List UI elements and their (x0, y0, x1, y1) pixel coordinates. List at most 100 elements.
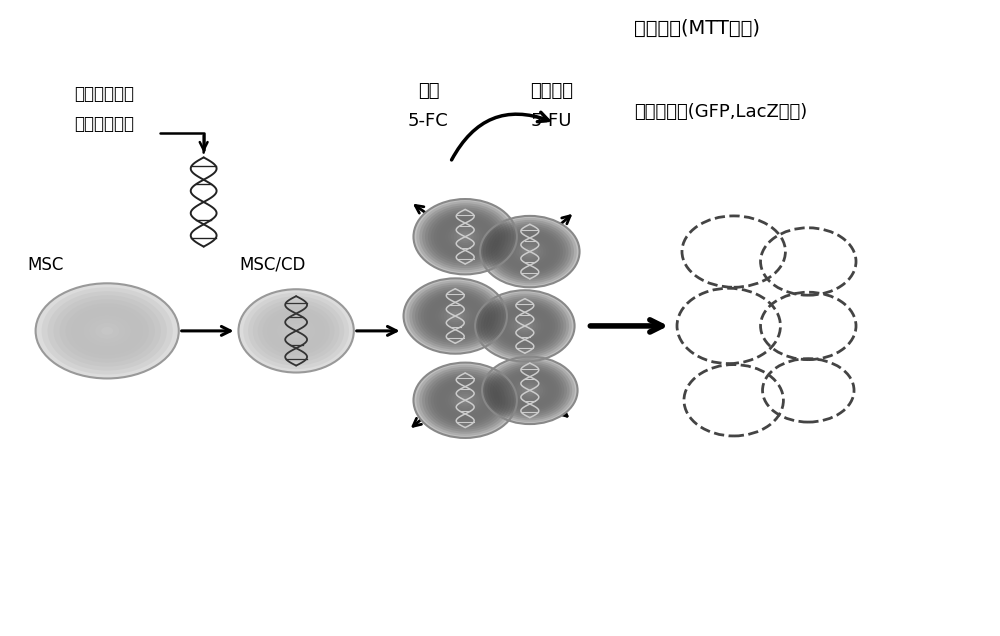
Ellipse shape (514, 379, 546, 401)
Ellipse shape (519, 322, 530, 330)
Ellipse shape (497, 306, 552, 346)
Ellipse shape (483, 296, 566, 356)
Ellipse shape (475, 290, 575, 362)
Ellipse shape (413, 363, 517, 438)
Ellipse shape (522, 385, 538, 396)
Ellipse shape (490, 363, 570, 418)
Ellipse shape (505, 234, 555, 270)
Ellipse shape (413, 199, 517, 274)
Ellipse shape (459, 396, 471, 404)
Ellipse shape (488, 222, 571, 281)
Ellipse shape (291, 328, 301, 335)
Ellipse shape (508, 236, 552, 268)
Ellipse shape (409, 282, 501, 350)
Ellipse shape (434, 214, 497, 259)
Ellipse shape (48, 291, 167, 371)
Ellipse shape (419, 367, 511, 434)
Ellipse shape (436, 216, 494, 258)
Ellipse shape (522, 324, 528, 328)
Ellipse shape (95, 323, 119, 339)
Ellipse shape (493, 364, 567, 417)
Text: （自杀基因）: （自杀基因） (74, 114, 134, 133)
Ellipse shape (494, 226, 566, 277)
Ellipse shape (513, 240, 546, 263)
Text: 5-FC: 5-FC (408, 112, 449, 130)
Ellipse shape (282, 321, 311, 342)
Ellipse shape (499, 230, 560, 273)
Ellipse shape (77, 311, 137, 350)
Ellipse shape (511, 377, 548, 403)
FancyArrowPatch shape (452, 113, 548, 160)
Text: 自杀效应(MTT测定): 自杀效应(MTT测定) (634, 18, 760, 38)
Ellipse shape (406, 280, 504, 352)
Ellipse shape (462, 398, 468, 403)
Ellipse shape (428, 209, 503, 264)
Ellipse shape (412, 285, 498, 347)
Text: 抗癌药物: 抗癌药物 (530, 82, 573, 100)
Ellipse shape (422, 369, 508, 432)
Ellipse shape (262, 307, 330, 355)
Ellipse shape (71, 307, 143, 355)
Ellipse shape (253, 300, 339, 362)
Ellipse shape (447, 310, 464, 322)
Ellipse shape (243, 293, 349, 369)
Ellipse shape (451, 226, 480, 247)
Ellipse shape (522, 245, 538, 258)
Ellipse shape (519, 383, 540, 398)
Ellipse shape (489, 300, 561, 352)
Ellipse shape (462, 235, 468, 238)
Ellipse shape (36, 283, 179, 378)
Ellipse shape (413, 363, 517, 438)
Ellipse shape (516, 242, 544, 261)
Ellipse shape (454, 228, 477, 245)
Text: 胞密唣脱氨酶: 胞密唣脱氨酶 (74, 85, 134, 103)
Ellipse shape (483, 218, 577, 286)
Ellipse shape (428, 373, 503, 427)
Ellipse shape (495, 366, 564, 415)
Ellipse shape (492, 302, 558, 350)
Ellipse shape (445, 222, 485, 251)
Ellipse shape (502, 232, 557, 272)
Ellipse shape (448, 224, 482, 249)
Ellipse shape (277, 317, 315, 345)
Ellipse shape (459, 233, 471, 241)
Text: 5-FU: 5-FU (531, 112, 572, 130)
Ellipse shape (486, 220, 574, 283)
Ellipse shape (431, 375, 500, 425)
Ellipse shape (413, 199, 517, 274)
Ellipse shape (494, 304, 555, 348)
Ellipse shape (445, 385, 485, 415)
Ellipse shape (517, 320, 533, 332)
Ellipse shape (480, 216, 580, 287)
Ellipse shape (83, 315, 131, 347)
Ellipse shape (441, 305, 470, 326)
Ellipse shape (503, 371, 556, 409)
Ellipse shape (439, 218, 491, 256)
Ellipse shape (514, 318, 536, 334)
Ellipse shape (480, 216, 580, 287)
Ellipse shape (416, 201, 514, 272)
Ellipse shape (517, 381, 543, 399)
Ellipse shape (422, 205, 508, 268)
Ellipse shape (500, 308, 550, 344)
Ellipse shape (432, 300, 478, 333)
Ellipse shape (89, 319, 125, 343)
Ellipse shape (508, 314, 541, 338)
Ellipse shape (418, 289, 493, 343)
Ellipse shape (439, 382, 491, 419)
Ellipse shape (434, 377, 497, 424)
Ellipse shape (451, 390, 480, 411)
Ellipse shape (485, 359, 575, 422)
Ellipse shape (497, 228, 563, 275)
Ellipse shape (101, 327, 113, 335)
Ellipse shape (424, 293, 487, 339)
Ellipse shape (431, 212, 500, 262)
Ellipse shape (404, 279, 507, 354)
Ellipse shape (450, 312, 461, 320)
Ellipse shape (457, 230, 474, 243)
Ellipse shape (509, 375, 551, 405)
Ellipse shape (436, 379, 494, 421)
Ellipse shape (267, 310, 325, 352)
Text: MSC: MSC (28, 256, 64, 274)
Ellipse shape (527, 249, 533, 254)
